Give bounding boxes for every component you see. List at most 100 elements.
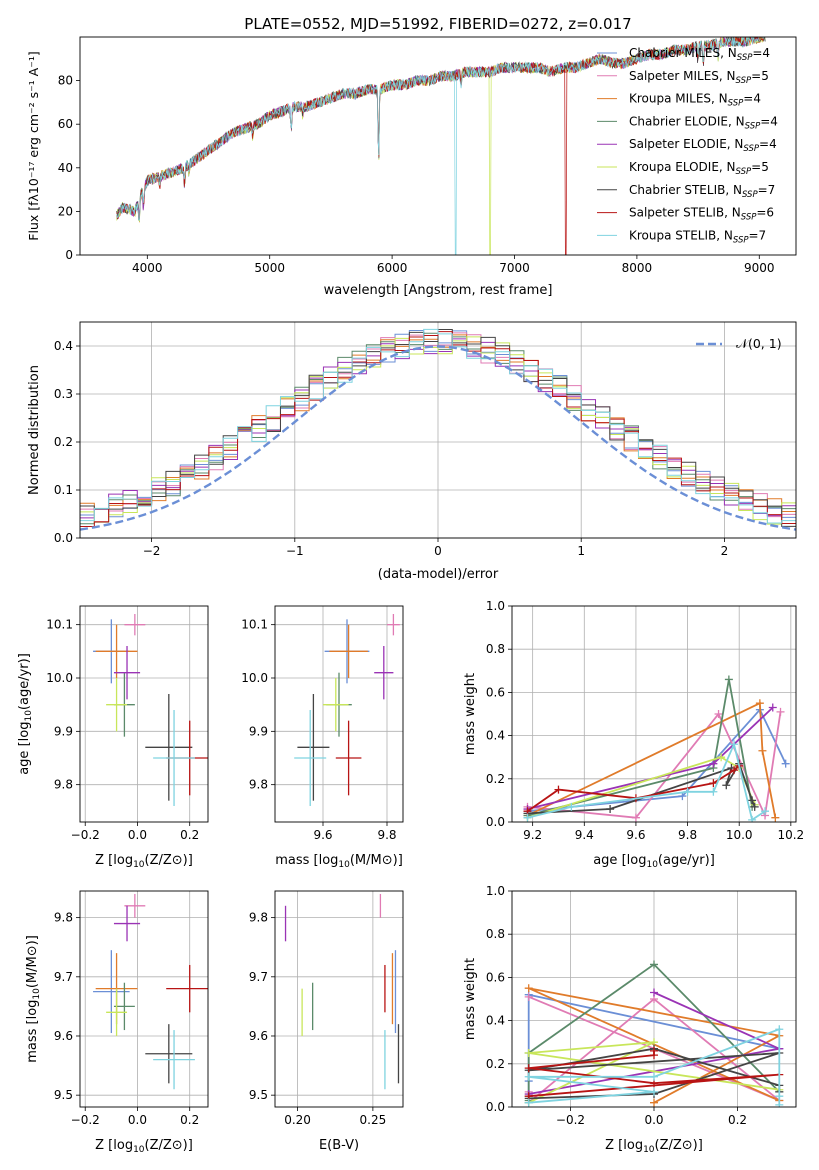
weight-point [606,805,615,814]
legend-entry: Salpeter ELODIE, NSSP=4 [629,137,777,154]
y-tick-label: 0.6 [486,970,505,984]
y-tick-label: 0.1 [54,483,73,497]
error-marker-kroupa-miles [329,624,368,678]
x-tick-label: 5000 [254,261,285,275]
weight-point [524,1098,533,1107]
weight-point [750,802,759,811]
histogram-chabrier-stelib [80,328,796,538]
axes-frame [274,890,404,1108]
error-marker-salpeter-elodie [113,905,141,942]
zmass-y-label: mass [log10(M/M⊙)] [25,935,42,1063]
zage-y-label: age [log10(age/yr)] [17,653,34,775]
error-marker-salpeter-stelib [166,964,208,1013]
weight-point [554,785,563,794]
gaussian-legend-label: 𝒩(0, 1) [736,336,782,351]
y-tick-label: 0 [65,248,73,262]
weight-point [758,746,767,755]
axes-frame [79,605,209,823]
legend-entry: Salpeter MILES, NSSP=5 [629,69,769,86]
ebvmass-x-label: E(B-V) [319,1138,359,1153]
axes-mass_vs_age: 9.6 9.8 9.8 9.9 10.0 10.1 [241,606,403,842]
y-tick-label: 9.7 [249,970,268,984]
error-marker-salpeter-miles [124,614,146,636]
weight-point [524,1064,533,1073]
y-tick-label: 0.2 [54,435,73,449]
histogram-kroupa-stelib [80,328,796,538]
spectrum-x-label: wavelength [Angstrom, rest frame] [324,283,553,298]
x-tick-label: 6000 [377,261,408,275]
legend-entry: Chabrier MILES, NSSP=4 [629,46,770,63]
error-marker-chabrier-stelib [145,1024,193,1084]
legend-entry: Kroupa MILES, NSSP=4 [629,92,761,109]
weight-point [631,813,640,822]
weight-point [730,740,739,749]
axes-frame [274,605,404,823]
weight-point [650,1072,658,1081]
ageweight-x-label: age [log10(age/yr)] [593,853,715,870]
x-tick-label: 0.0 [644,1113,663,1127]
y-tick-label: 60 [58,117,73,131]
weight-point [650,1046,658,1055]
legend-entry: Salpeter STELIB, NSSP=6 [629,206,774,223]
axes-frame [511,890,797,1108]
error-marker-chabrier-elodie [113,982,135,1031]
weight-point [775,1025,784,1034]
x-tick-label: −1 [286,544,304,558]
weight-point [524,984,533,993]
weight-point [650,1087,658,1096]
weight-point [650,960,658,969]
weight-line-salpeter-stelib [526,765,740,812]
weight-point [768,703,777,712]
weight-point [683,787,692,796]
weight-point [761,807,770,816]
y-tick-label: 1.0 [486,884,505,898]
plot-area-z_vs_age [93,614,208,806]
error-marker-salpeter-miles [387,614,400,636]
error-marker-kroupa-miles [95,624,138,678]
weight-point [709,779,718,788]
x-tick-label: 8000 [622,261,653,275]
error-marker-kroupa-elodie [323,678,349,732]
error-marker-kroupa-stelib [294,710,327,806]
weight-point [523,813,532,822]
error-marker-kroupa-elodie [106,988,128,1036]
error-marker-chabrier-stelib [145,694,193,801]
figure-title: PLATE=0552, MJD=51992, FIBERID=0272, z=0… [244,15,631,33]
plot-area-age_vs_weight [523,675,790,822]
y-tick-label: 0.2 [486,772,505,786]
zweight-y-label: mass weight [463,958,478,1040]
weight-point [755,699,764,708]
x-tick-label: −0.2 [71,828,100,842]
weight-point [524,1049,533,1057]
y-tick-label: 9.9 [54,724,73,738]
legend-entry: Chabrier STELIB, NSSP=7 [629,183,775,200]
zage-x-label: Z [log10(Z/Z⊙)] [95,853,193,870]
x-tick-label: 0.2 [180,1113,199,1127]
weight-point [730,766,739,775]
y-tick-label: 1.0 [486,599,505,613]
error-marker-kroupa-elodie [106,678,128,732]
y-tick-label: 0.8 [486,927,505,941]
axes-frame [511,605,797,823]
weight-point [678,792,687,801]
x-tick-label: 9000 [744,261,775,275]
x-tick-label: 9.8 [377,828,396,842]
y-tick-label: 10.1 [241,618,268,632]
y-tick-label: 0.0 [486,1100,505,1114]
x-tick-label: 9.6 [626,828,645,842]
x-tick-label: 1 [577,544,585,558]
histogram-x-label: (data-model)/error [378,567,499,582]
weight-point [775,1100,784,1107]
y-tick-label: 0.6 [486,685,505,699]
x-tick-label: 0.2 [728,1113,747,1127]
legend-entry: Kroupa STELIB, NSSP=7 [629,228,766,245]
error-marker-salpeter-miles [124,893,146,918]
x-tick-label: 10.2 [777,828,804,842]
plot-area-ebv_vs_mass [284,893,400,1090]
axes-frame [79,890,209,1108]
weight-point [748,815,757,822]
y-tick-label: 9.8 [54,778,73,792]
y-tick-label: 9.8 [249,778,268,792]
weight-point [567,802,576,811]
